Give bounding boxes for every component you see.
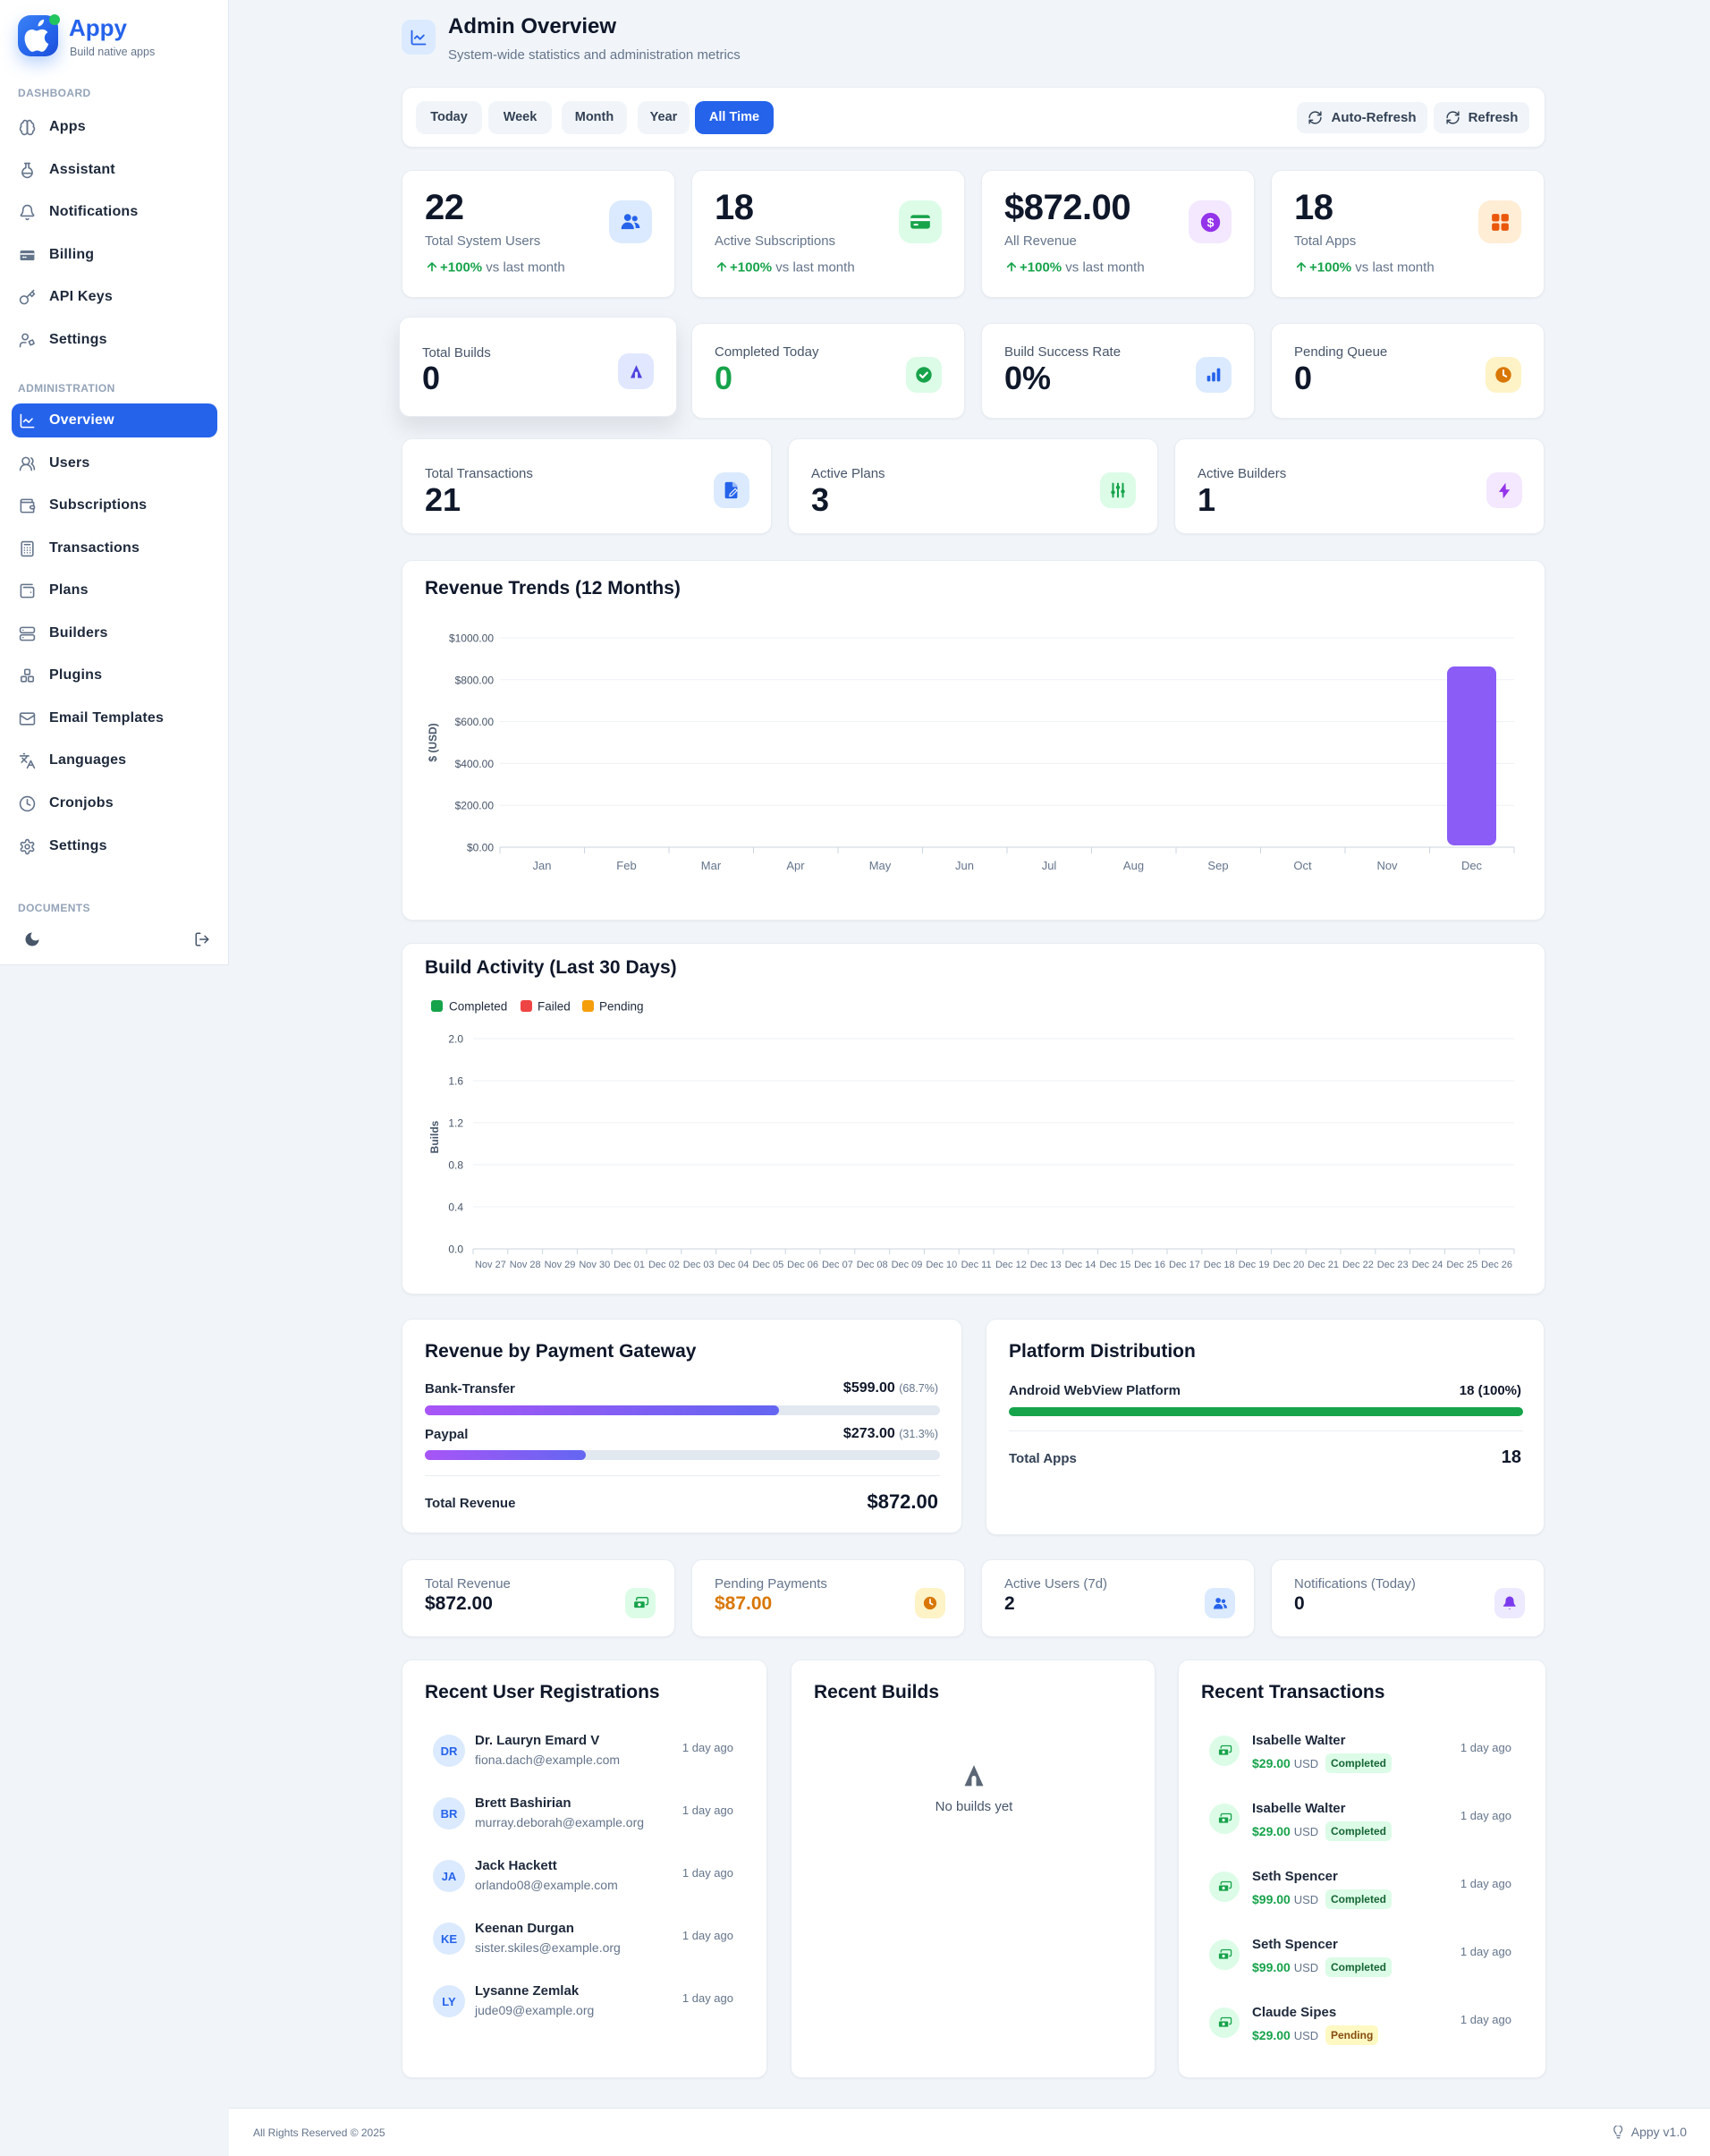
svg-text:Jan: Jan [533,859,552,872]
svg-text:Dec 26: Dec 26 [1481,1260,1512,1270]
svg-text:Nov 29: Nov 29 [545,1260,576,1270]
svg-text:Completed: Completed [449,1000,507,1014]
svg-text:$ (USD): $ (USD) [427,723,439,761]
svg-text:Nov: Nov [1376,859,1398,872]
svg-text:Jun: Jun [955,859,974,872]
svg-text:$1000.00: $1000.00 [449,632,494,645]
svg-text:Dec 04: Dec 04 [718,1260,749,1270]
svg-text:Dec 03: Dec 03 [683,1260,715,1270]
svg-text:0.4: 0.4 [448,1201,463,1214]
svg-text:Failed: Failed [538,1000,571,1014]
svg-text:Dec: Dec [1461,859,1483,872]
svg-text:Dec 25: Dec 25 [1446,1260,1477,1270]
svg-text:Dec 12: Dec 12 [995,1260,1027,1270]
svg-text:Dec 23: Dec 23 [1377,1260,1409,1270]
svg-text:0.8: 0.8 [448,1159,463,1172]
svg-text:May: May [869,859,892,872]
svg-text:Dec 16: Dec 16 [1134,1260,1165,1270]
svg-text:Nov 28: Nov 28 [510,1260,541,1270]
svg-text:Dec 18: Dec 18 [1204,1260,1235,1270]
svg-text:Dec 24: Dec 24 [1412,1260,1443,1270]
svg-text:1.6: 1.6 [448,1075,463,1088]
svg-text:1.2: 1.2 [448,1117,463,1130]
svg-text:Builds: Builds [428,1120,441,1153]
svg-text:$0.00: $0.00 [467,842,494,854]
svg-text:Jul: Jul [1042,859,1057,872]
svg-text:Dec 07: Dec 07 [822,1260,853,1270]
svg-text:Aug: Aug [1123,859,1144,872]
svg-text:Dec 17: Dec 17 [1169,1260,1200,1270]
svg-text:Feb: Feb [616,859,636,872]
svg-text:Nov 27: Nov 27 [475,1260,506,1270]
svg-text:Dec 15: Dec 15 [1099,1260,1130,1270]
svg-text:Dec 01: Dec 01 [614,1260,645,1270]
svg-text:Nov 30: Nov 30 [579,1260,610,1270]
svg-text:Apr: Apr [786,859,805,872]
svg-text:$400.00: $400.00 [455,758,495,770]
svg-text:Dec 05: Dec 05 [752,1260,783,1270]
svg-text:Mar: Mar [701,859,722,872]
svg-text:Dec 11: Dec 11 [961,1260,992,1270]
svg-text:$600.00: $600.00 [455,716,495,728]
svg-text:$800.00: $800.00 [455,674,495,686]
svg-text:Dec 08: Dec 08 [857,1260,888,1270]
svg-text:Dec 22: Dec 22 [1342,1260,1374,1270]
svg-text:Pending: Pending [599,1000,644,1014]
svg-text:Dec 14: Dec 14 [1065,1260,1096,1270]
svg-text:0.0: 0.0 [448,1244,463,1256]
svg-text:2.0: 2.0 [448,1033,463,1046]
svg-text:Dec 02: Dec 02 [648,1260,680,1270]
svg-text:Sep: Sep [1207,859,1228,872]
svg-text:$200.00: $200.00 [455,800,495,812]
svg-text:Dec 06: Dec 06 [787,1260,818,1270]
svg-text:Dec 21: Dec 21 [1308,1260,1339,1270]
svg-text:Dec 20: Dec 20 [1273,1260,1304,1270]
svg-text:Dec 09: Dec 09 [892,1260,923,1270]
svg-text:Dec 13: Dec 13 [1030,1260,1062,1270]
svg-text:Oct: Oct [1293,859,1312,872]
svg-text:$: $ [1206,215,1214,229]
svg-text:Dec 19: Dec 19 [1239,1260,1270,1270]
svg-text:Dec 10: Dec 10 [926,1260,957,1270]
